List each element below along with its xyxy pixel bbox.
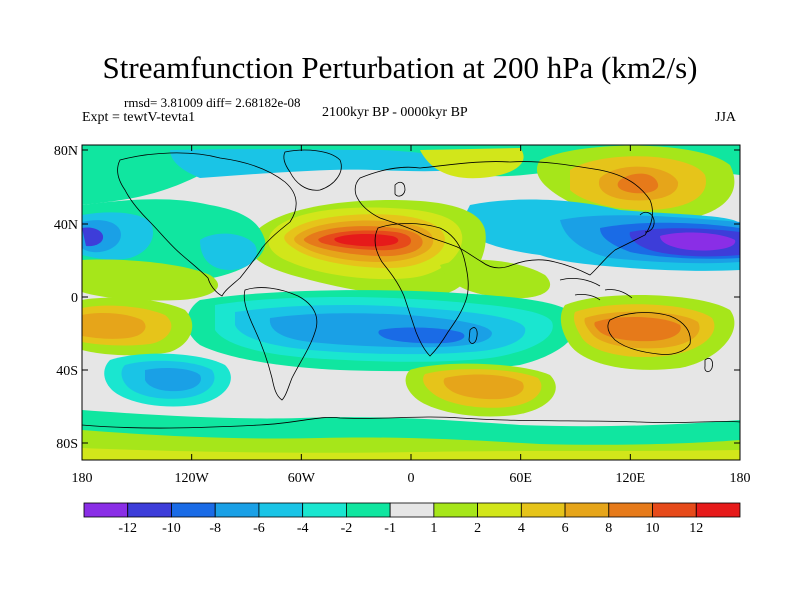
field-swpac-orange [82,312,146,339]
coastlines [82,149,740,429]
colorbar-swatch-9 [477,502,522,518]
colorbar-swatch-6 [345,502,391,518]
coast-south-america [243,287,318,401]
field-australia-orange2 [594,316,681,342]
axis-ticks [81,145,741,460]
lon-label-0: 0 [408,471,415,486]
coast-eurasia [354,161,653,276]
colorbar-swatch-1 [127,502,172,518]
lon-label-180: 180 [72,471,93,486]
lon-label-180: 180 [730,471,751,486]
colorbar [83,502,741,518]
field-spac-blue [145,367,201,392]
coast-greenland [283,149,342,191]
colorbar-label: -10 [162,521,181,536]
lat-label-80s: 80S [56,437,78,452]
coast-uk [394,181,406,197]
colorbar-label: -8 [209,521,221,536]
colorbar-label: 2 [474,521,481,536]
colorbar-swatch-3 [214,502,260,518]
lat-tick-labels: 80N 40N 0 40S 80S [54,144,78,452]
field-sahara-core [334,233,399,247]
coast-africa [374,223,469,357]
colorbar-swatch-8 [433,502,479,518]
coast-australia [607,312,691,355]
lat-label-40s: 40S [56,364,78,379]
colorbar-label: 8 [605,521,612,536]
colorbar-swatch-13 [652,502,697,518]
colorbar-swatch-10 [520,502,566,518]
colorbar-label: -1 [384,521,396,536]
lon-label-120w: 120W [175,471,210,486]
colorbar-swatch-12 [608,502,653,518]
lon-label-120e: 120E [616,471,646,486]
lon-tick-labels: 180 120W 60W 0 60E 120E 180 [72,471,751,486]
lon-label-60w: 60W [288,471,316,486]
colorbar-swatch-2 [171,502,216,518]
colorbar-label: 12 [689,521,703,536]
field-sindian-orange [443,374,524,400]
period-label: 2100kyr BP - 0000kyr BP [322,105,468,120]
coast-newzealand [704,358,713,372]
colorbar-swatch-7 [389,502,435,518]
field-arctic-cyan [170,149,470,178]
coast-madagascar [468,327,478,344]
coast-north-america [117,152,297,297]
field-nt-green [82,259,219,301]
colorbar-swatch-4 [258,502,304,518]
field-eastpac-green [440,259,551,299]
colorbar-labels: -12 -10 -8 -6 -4 -2 -1 1 2 4 6 8 10 12 [118,521,703,536]
lat-label-80n: 80N [54,144,78,159]
colorbar-label: -6 [253,521,265,536]
colorbar-label: -2 [341,521,353,536]
colorbar-label: 6 [562,521,569,536]
field-natlantic-cyan [200,233,257,270]
field-arctic-yellow [420,148,524,179]
chart-title: Streamfunction Perturbation at 200 hPa (… [102,50,698,85]
lat-label-0: 0 [71,291,78,306]
field-namerica-indigo [82,227,104,247]
field-npacific-orange2 [617,173,659,194]
colorbar-swatch-0 [83,502,129,518]
colorbar-label: -12 [118,521,137,536]
stats-text: rmsd= 3.81009 diff= 2.68182e-08 [124,95,301,110]
season-label: JJA [715,110,737,125]
colorbar-label: 10 [646,521,660,536]
lon-label-60e: 60E [509,471,532,486]
field-shapes [82,145,740,460]
colorbar-swatch-11 [564,502,610,518]
experiment-label: Expt = tewtV-tevta1 [82,110,196,125]
coast-indonesia [559,278,633,301]
coast-japan [639,211,655,233]
colorbar-label: 1 [430,521,437,536]
colorbar-swatch-14 [695,502,741,518]
field-wpacific-violet [660,232,736,251]
colorbar-label: 4 [518,521,525,536]
colorbar-label: -4 [297,521,309,536]
map-field [82,145,740,460]
lat-label-40n: 40N [54,218,78,233]
coast-antarctica [82,416,740,429]
colorbar-swatch-5 [302,502,347,518]
